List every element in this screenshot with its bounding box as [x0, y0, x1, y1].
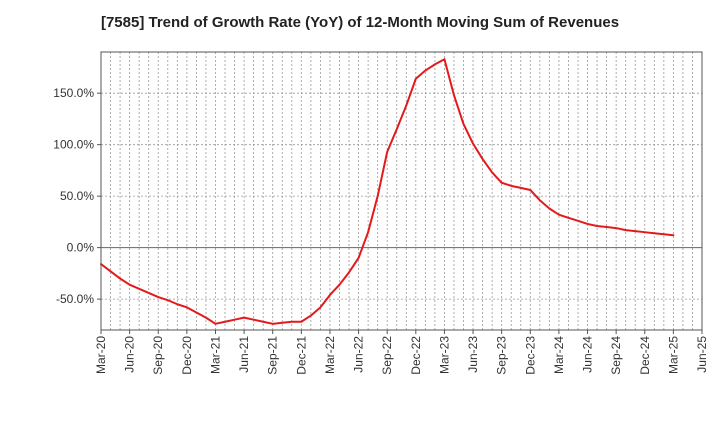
x-tick-label: Dec-20: [180, 336, 194, 375]
x-tick-label: Mar-21: [208, 336, 222, 374]
x-tick-label: Mar-20: [94, 336, 108, 374]
x-tick-label: Dec-24: [638, 336, 652, 375]
grid-lines: [101, 52, 702, 330]
x-tick-label: Jun-20: [123, 336, 137, 373]
x-tick-label: Sep-24: [609, 336, 623, 375]
x-tick-label: Mar-24: [552, 336, 566, 374]
x-tick-label: Jun-23: [466, 336, 480, 373]
y-tick-label: 0.0%: [67, 241, 95, 255]
x-tick-label: Mar-23: [437, 336, 451, 374]
y-axis-ticks: -50.0% 0.0% 50.0% 100.0% 150.0%: [53, 86, 101, 306]
x-tick-label: Jun-25: [695, 336, 709, 373]
y-tick-label: -50.0%: [56, 292, 94, 306]
x-tick-label: Sep-23: [495, 336, 509, 375]
x-tick-label: Dec-23: [523, 336, 537, 375]
x-tick-label: Mar-25: [666, 336, 680, 374]
x-tick-label: Sep-22: [380, 336, 394, 375]
series-line: [100, 58, 675, 325]
x-tick-label: Sep-20: [151, 336, 165, 375]
y-tick-label: 100.0%: [53, 138, 94, 152]
x-tick-label: Dec-21: [294, 336, 308, 375]
x-tick-label: Dec-22: [409, 336, 423, 375]
series-layer: [100, 58, 675, 325]
x-tick-label: Jun-24: [581, 336, 595, 373]
x-tick-label: Jun-21: [237, 336, 251, 373]
x-tick-label: Mar-22: [323, 336, 337, 374]
y-tick-label: 50.0%: [60, 189, 94, 203]
plot-area: [101, 52, 702, 330]
x-tick-label: Jun-22: [352, 336, 366, 373]
chart-title: [7585] Trend of Growth Rate (YoY) of 12-…: [100, 14, 620, 31]
y-tick-label: 150.0%: [53, 86, 94, 100]
x-axis-ticks: Mar-20 Jun-20 Sep-20 Dec-20 Mar-21 Jun-21 Sep-…: [94, 330, 709, 375]
plot-frame: [100, 51, 703, 331]
x-tick-label: Sep-21: [266, 336, 280, 375]
